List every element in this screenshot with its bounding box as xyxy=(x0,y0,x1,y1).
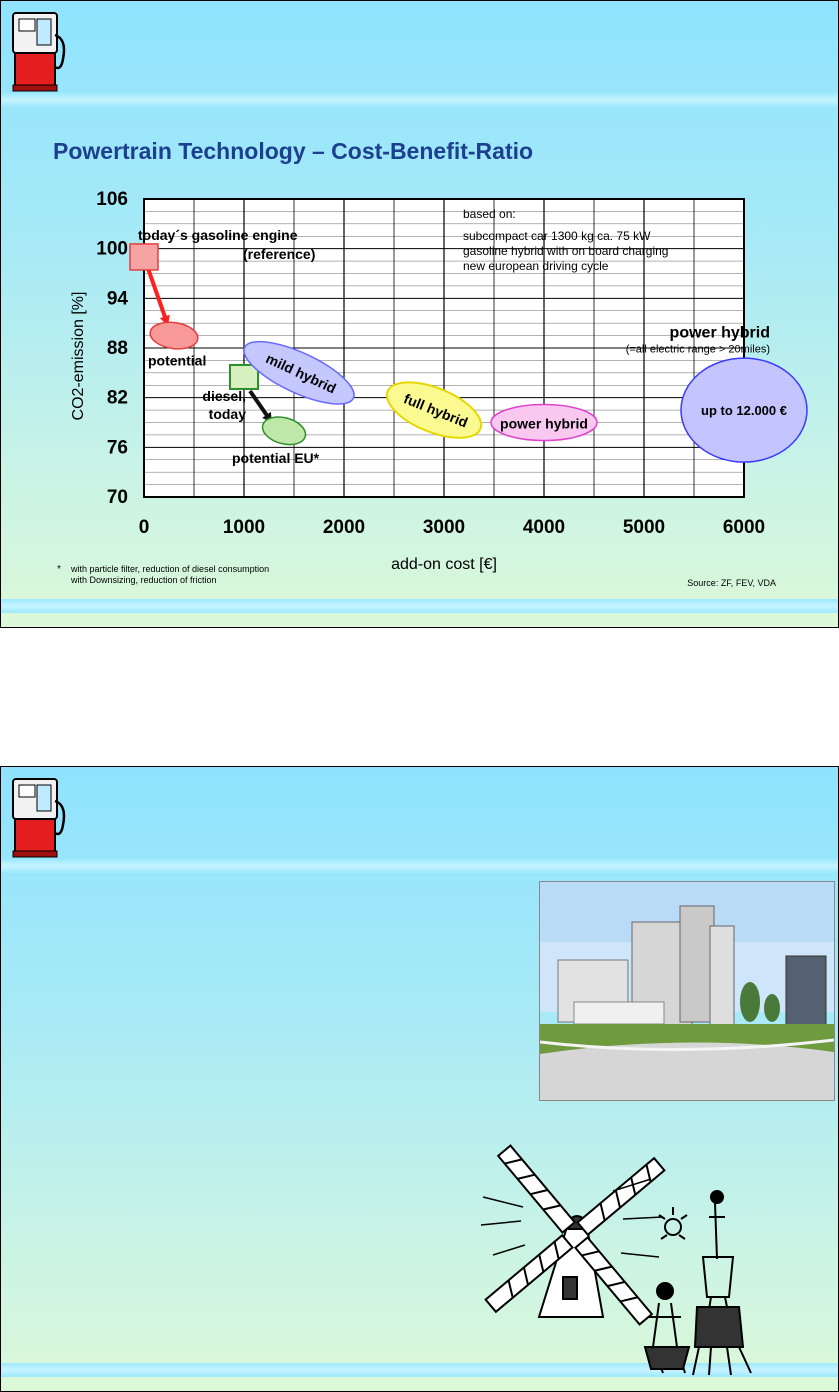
potential-eu-marker xyxy=(261,416,307,446)
x-tick-label: 1000 xyxy=(223,517,265,538)
source-label: Source: ZF, FEV, VDA xyxy=(687,578,776,588)
note-line: gasoline hybrid with on board charging xyxy=(463,244,668,258)
full-hybrid-marker xyxy=(385,381,483,439)
note-line: subcompact car 1300 kg ca. 75 kW xyxy=(463,229,651,243)
mild-hybrid-marker xyxy=(243,340,355,405)
diesel-label-2: today xyxy=(209,406,247,422)
power-hybrid-cost-label: up to 12.000 € xyxy=(701,403,787,418)
plot-border xyxy=(143,198,745,498)
x-axis-label: add-on cost [€] xyxy=(391,556,497,573)
power-hybrid-cost-marker xyxy=(680,357,808,463)
diesel-label: diesel, xyxy=(202,388,246,404)
slide-cost-benefit: Powertrain Technology – Cost-Benefit-Rat… xyxy=(0,0,839,628)
x-tick-label: 0 xyxy=(139,517,150,538)
power-hybrid-marker xyxy=(490,403,598,442)
potential-marker xyxy=(149,321,199,350)
x-tick-label: 3000 xyxy=(423,517,465,538)
factory-photo xyxy=(539,881,835,1101)
y-tick-label: 76 xyxy=(107,437,128,458)
annotation-subtitle: (=all electric range > 20miles) xyxy=(626,344,770,356)
x-tick-label: 6000 xyxy=(723,517,765,538)
fuel-pump-icon xyxy=(12,12,66,92)
cost-benefit-chart: 0 1000 2000 3000 4000 5000 6000 70 76 82 88 94 100 10… xyxy=(57,189,808,588)
slide-windmill xyxy=(0,766,839,1392)
power-hybrid-label: power hybrid xyxy=(500,416,588,432)
annotation-title: power hybrid xyxy=(670,325,770,342)
footnote-line: with particle filter, reduction of diese… xyxy=(70,564,269,574)
gasoline-label-2: (reference) xyxy=(243,246,315,262)
footnote-star: * xyxy=(57,564,61,575)
fuel-pump-icon xyxy=(12,778,66,858)
gasoline-marker xyxy=(129,243,159,271)
slide-title: Powertrain Technology – Cost-Benefit-Rat… xyxy=(53,138,534,164)
x-tick-label: 5000 xyxy=(623,517,665,538)
y-tick-label: 100 xyxy=(96,239,128,260)
footnote-line: with Downsizing, reduction of friction xyxy=(70,575,217,585)
footer-band xyxy=(1,1363,838,1377)
y-axis-label: CO2-emission [%] xyxy=(70,292,87,421)
header-band xyxy=(1,93,838,107)
windmill-don-quixote-clipart xyxy=(480,1144,752,1376)
x-tick-label: 4000 xyxy=(523,517,565,538)
note-line: based on: xyxy=(463,207,516,221)
y-tick-label: 106 xyxy=(96,189,128,210)
y-tick-label: 70 xyxy=(107,487,128,508)
y-tick-label: 94 xyxy=(107,288,129,309)
y-tick-label: 82 xyxy=(107,388,128,409)
diesel-marker xyxy=(229,363,259,390)
x-tick-label: 2000 xyxy=(323,517,365,538)
potential-label: potential xyxy=(148,353,206,369)
note-line: new european driving cycle xyxy=(463,259,609,273)
header-band xyxy=(1,859,838,873)
potential-eu-label: potential EU* xyxy=(232,450,320,466)
y-tick-label: 88 xyxy=(107,338,128,359)
gasoline-label: today´s gasoline engine xyxy=(138,227,298,243)
footer-band xyxy=(1,599,838,613)
